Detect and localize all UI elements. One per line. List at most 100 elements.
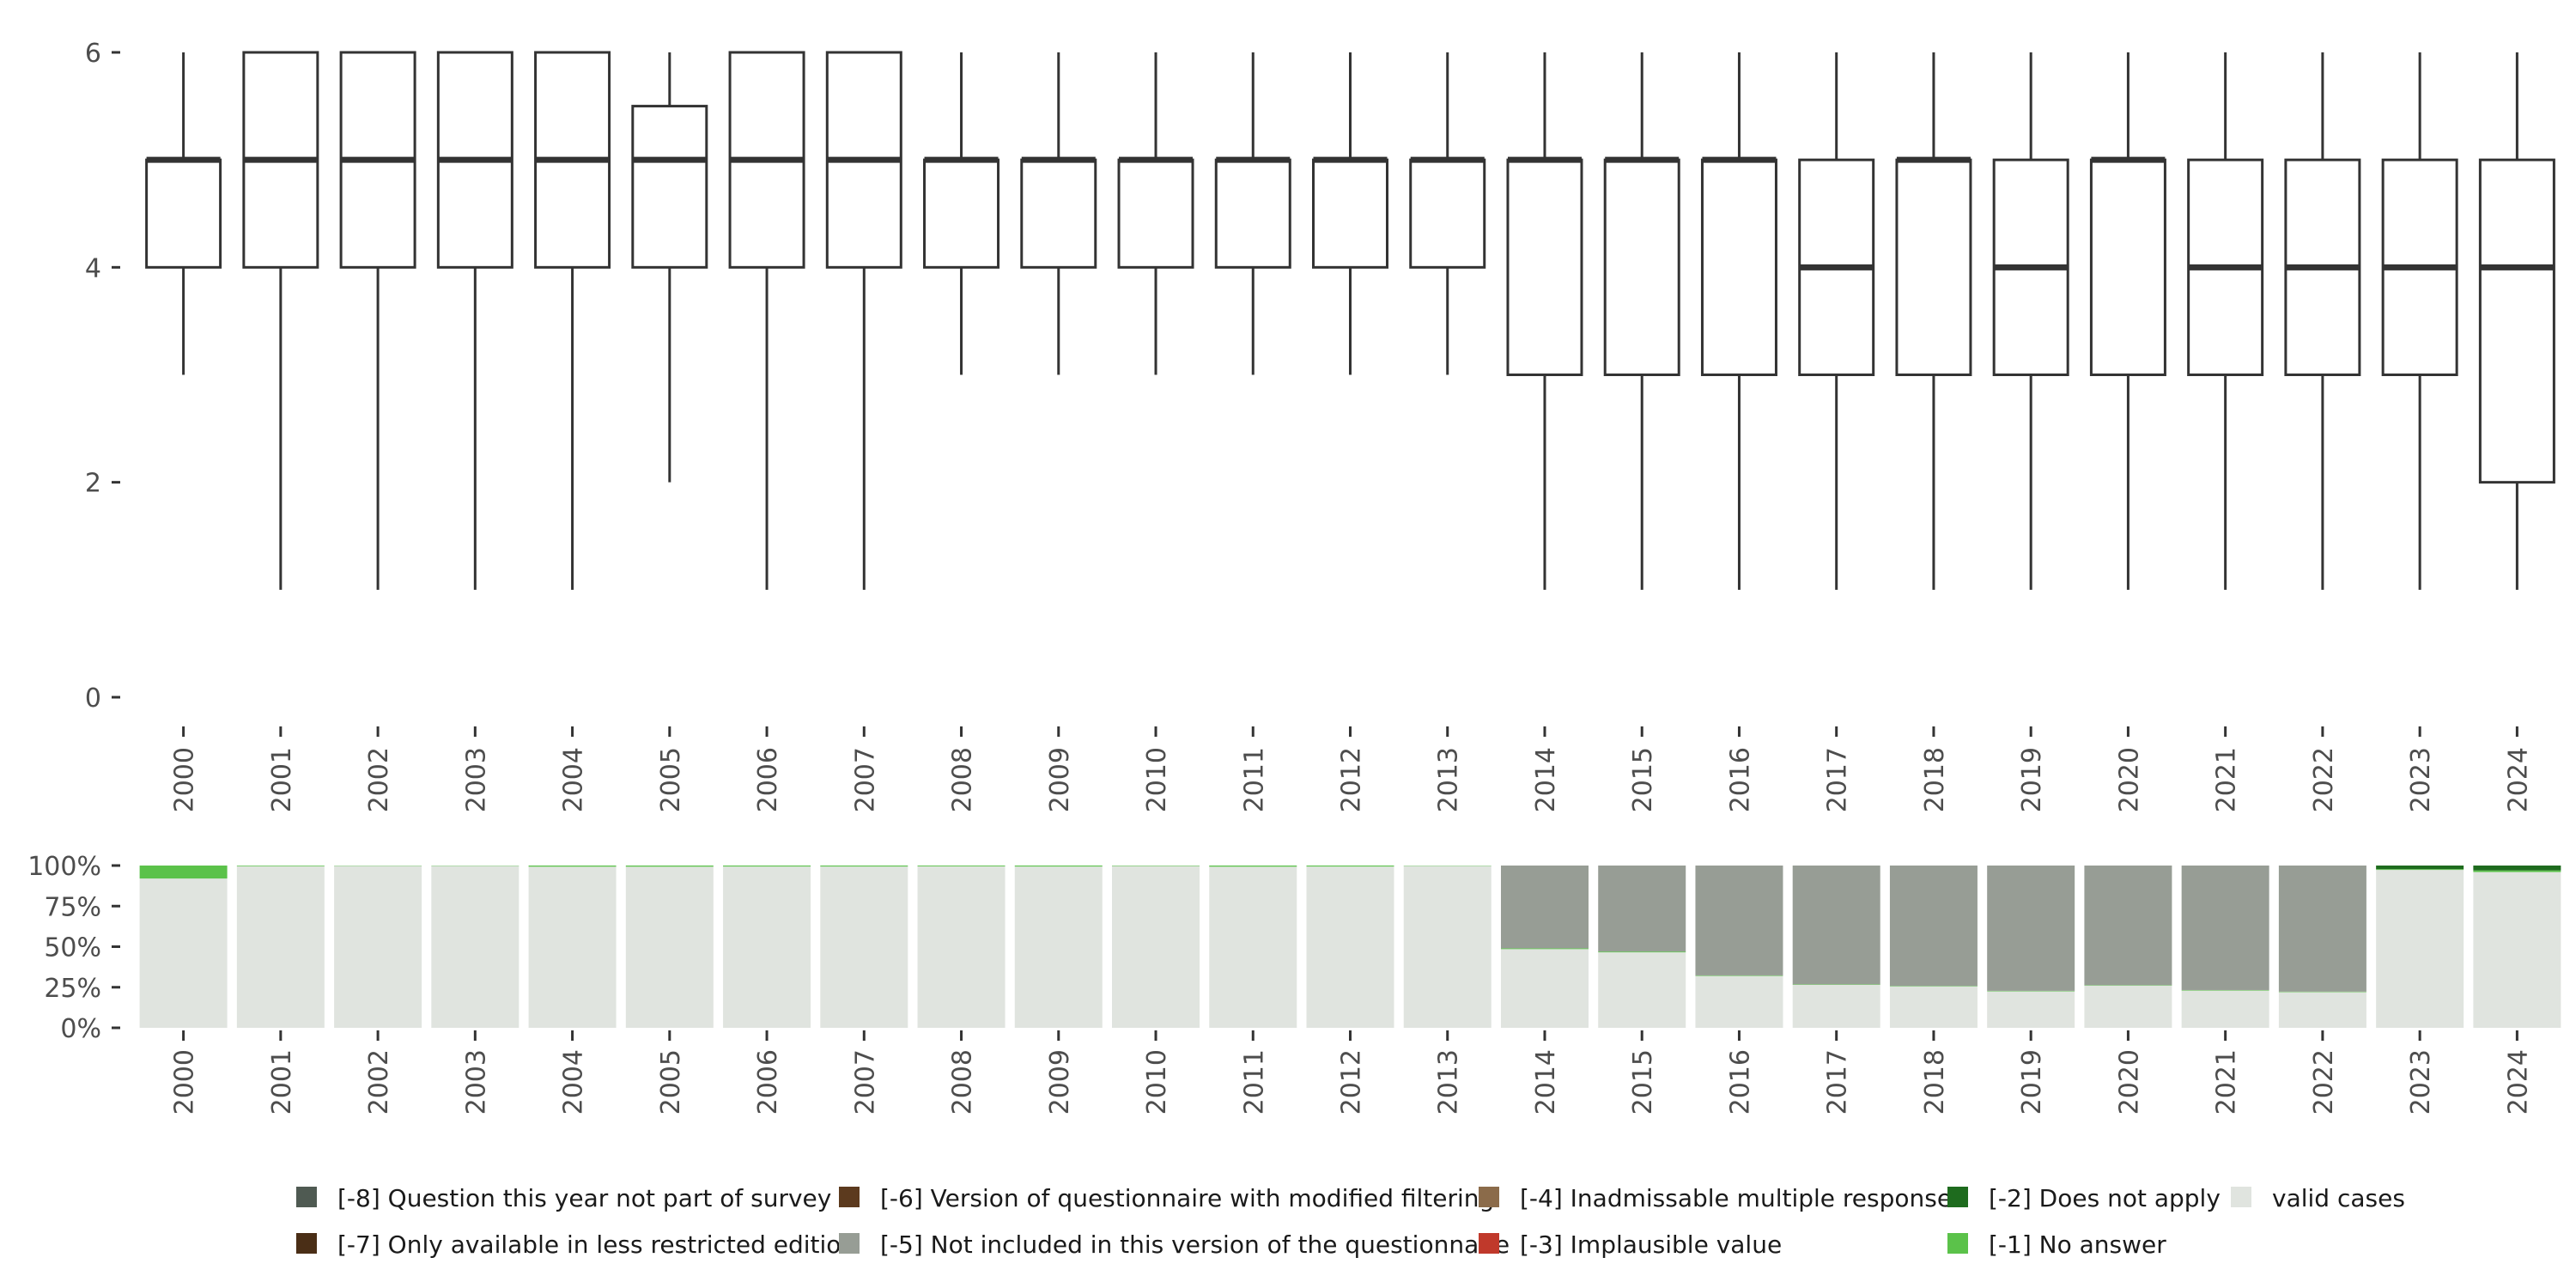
legend-label: [-8] Question this year not part of surv… bbox=[337, 1184, 831, 1212]
box-2008 bbox=[923, 52, 1000, 375]
bar-x-tick-label-2007: 2007 bbox=[850, 1049, 880, 1115]
bar-x-tick-label-2000: 2000 bbox=[170, 1049, 200, 1115]
stacked-bar-2012 bbox=[1306, 866, 1394, 1028]
bar-segment-valid-cases bbox=[1209, 866, 1297, 1028]
bar-x-tick-label-2003: 2003 bbox=[461, 1049, 491, 1115]
bar-x-tick-label-2021: 2021 bbox=[2212, 1049, 2242, 1115]
stacked-bar-2002 bbox=[334, 866, 422, 1028]
legend-item: valid cases bbox=[2231, 1184, 2405, 1212]
bar-x-tick-label-2018: 2018 bbox=[1920, 1049, 1950, 1115]
bar-segment--2-does-not-apply bbox=[2376, 866, 2464, 870]
box-2017 bbox=[1798, 52, 1875, 590]
bar-segment--5-not-included-in-this-version-of-the-questionnaire bbox=[2278, 866, 2366, 992]
legend-label: [-2] Does not apply bbox=[1989, 1184, 2221, 1212]
stacked-bar-2013 bbox=[1403, 866, 1492, 1028]
x-tick-label-2014: 2014 bbox=[1531, 747, 1561, 812]
box-2009 bbox=[1020, 52, 1097, 375]
x-tick-label-2023: 2023 bbox=[2406, 747, 2436, 812]
bar-segment--5-not-included-in-this-version-of-the-questionnaire bbox=[1695, 866, 1783, 975]
x-tick-label-2009: 2009 bbox=[1045, 747, 1075, 812]
x-tick-label-2017: 2017 bbox=[1823, 747, 1853, 812]
bar-segment-valid-cases bbox=[1112, 866, 1200, 1028]
bar-segment--1-no-answer bbox=[2473, 870, 2561, 872]
box-2011 bbox=[1214, 52, 1291, 375]
box-body bbox=[1409, 158, 1486, 269]
legend: [-8] Question this year not part of surv… bbox=[296, 1184, 2405, 1259]
bar-segment-valid-cases bbox=[1889, 986, 1978, 1028]
bar-x-tick-label-2017: 2017 bbox=[1823, 1049, 1853, 1115]
x-tick-label-2018: 2018 bbox=[1920, 747, 1950, 812]
bar-segment-valid-cases bbox=[528, 866, 617, 1028]
bar-segment-valid-cases bbox=[1695, 975, 1783, 1028]
bar-x-tick-label-2006: 2006 bbox=[753, 1049, 783, 1115]
legend-label: [-3] Implausible value bbox=[1520, 1230, 1782, 1259]
bar-x-tick-label-2002: 2002 bbox=[364, 1049, 394, 1115]
box-body bbox=[1700, 158, 1777, 376]
box-2010 bbox=[1117, 52, 1194, 375]
x-tick-label-2011: 2011 bbox=[1239, 747, 1269, 812]
box-2001 bbox=[242, 51, 319, 590]
stacked-bar-2018 bbox=[1889, 866, 1978, 1028]
box-2007 bbox=[825, 51, 902, 590]
box-body bbox=[145, 158, 222, 269]
stacked-bar-2014 bbox=[1500, 866, 1589, 1028]
y-tick-label: 0 bbox=[85, 683, 101, 714]
box-2003 bbox=[436, 51, 513, 590]
legend-swatch bbox=[839, 1233, 860, 1254]
bar-y-tick-label: 100% bbox=[27, 852, 101, 882]
stacked-bar-2001 bbox=[236, 866, 325, 1028]
bar-x-tick-label-2012: 2012 bbox=[1337, 1049, 1367, 1115]
legend-swatch bbox=[1947, 1187, 1968, 1207]
stacked-bar-2024 bbox=[2473, 866, 2561, 1028]
bar-x-tick-label-2014: 2014 bbox=[1531, 1049, 1561, 1115]
bar-segment--5-not-included-in-this-version-of-the-questionnaire bbox=[2084, 866, 2172, 986]
stacked-bar-2005 bbox=[625, 866, 714, 1028]
bar-x-tick-label-2022: 2022 bbox=[2309, 1049, 2339, 1115]
bar-segment-valid-cases bbox=[2278, 992, 2366, 1028]
box-2013 bbox=[1409, 52, 1486, 375]
box-2015 bbox=[1603, 52, 1680, 590]
legend-swatch bbox=[2231, 1187, 2251, 1207]
box-body bbox=[1117, 158, 1194, 269]
bar-x-tick-label-2010: 2010 bbox=[1142, 1049, 1172, 1115]
stacked-bar-2020 bbox=[2084, 866, 2172, 1028]
bar-segment--1-no-answer bbox=[2181, 989, 2269, 991]
box-2014 bbox=[1506, 52, 1583, 590]
bar-y-tick-label: 75% bbox=[44, 892, 101, 922]
box-2005 bbox=[631, 52, 708, 483]
box-2000 bbox=[145, 52, 222, 375]
bar-segment-valid-cases bbox=[1500, 949, 1589, 1028]
x-tick-label-2000: 2000 bbox=[170, 747, 200, 812]
bar-segment-valid-cases bbox=[1306, 866, 1394, 1028]
bar-segment-valid-cases bbox=[334, 866, 422, 1028]
stacked-bar-2022 bbox=[2278, 866, 2366, 1028]
x-tick-label-2001: 2001 bbox=[267, 747, 297, 812]
box-2004 bbox=[534, 51, 611, 590]
bar-segment--1-no-answer bbox=[1500, 948, 1589, 950]
x-tick-label-2022: 2022 bbox=[2309, 747, 2339, 812]
bar-x-tick-label-2020: 2020 bbox=[2114, 1049, 2144, 1115]
bar-x-tick-label-2023: 2023 bbox=[2406, 1049, 2436, 1115]
bar-segment--1-no-answer bbox=[1889, 986, 1978, 987]
bar-x-tick-label-2013: 2013 bbox=[1434, 1049, 1464, 1115]
bar-segment--1-no-answer bbox=[1792, 984, 1880, 985]
stacked-bar-2017 bbox=[1792, 866, 1880, 1028]
legend-label: [-5] Not included in this version of the… bbox=[880, 1230, 1510, 1259]
x-tick-label-2005: 2005 bbox=[656, 747, 686, 812]
bar-segment--1-no-answer bbox=[1598, 951, 1686, 953]
bar-segment--5-not-included-in-this-version-of-the-questionnaire bbox=[1889, 866, 1978, 987]
legend-swatch bbox=[839, 1187, 860, 1207]
box-body bbox=[923, 158, 1000, 269]
stacked-bar-2010 bbox=[1112, 866, 1200, 1028]
bar-segment-valid-cases bbox=[1014, 866, 1103, 1028]
box-2012 bbox=[1312, 52, 1388, 375]
box-body bbox=[1312, 158, 1388, 269]
stacked-bar-2008 bbox=[917, 866, 1005, 1028]
legend-swatch bbox=[296, 1187, 317, 1207]
bar-segment-valid-cases bbox=[1987, 991, 2075, 1028]
y-tick-label: 6 bbox=[85, 39, 101, 69]
legend-item: [-2] Does not apply bbox=[1947, 1184, 2221, 1212]
box-2021 bbox=[2187, 52, 2264, 590]
x-tick-label-2007: 2007 bbox=[850, 747, 880, 812]
